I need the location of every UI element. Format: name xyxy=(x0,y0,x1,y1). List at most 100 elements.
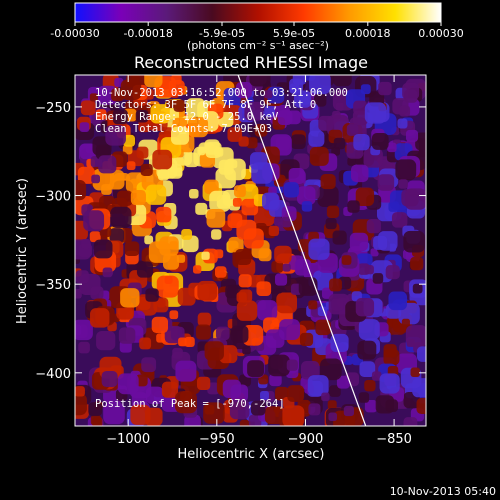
heatmap-cell xyxy=(112,109,128,125)
heatmap-cell xyxy=(203,402,225,424)
heatmap-cell xyxy=(313,94,327,107)
heatmap-cell xyxy=(136,146,149,159)
heatmap-cell xyxy=(136,261,154,278)
heatmap-cell xyxy=(80,100,96,116)
heatmap-cell xyxy=(161,381,179,398)
heatmap-cell xyxy=(353,133,370,151)
heatmap-cell xyxy=(341,255,352,265)
heatmap-cell xyxy=(120,288,140,308)
heatmap-cell xyxy=(318,115,334,131)
heatmap-cell xyxy=(214,266,227,278)
heatmap-cell xyxy=(329,278,342,292)
heatmap-cell xyxy=(355,298,375,317)
colorbar-ticks: -0.00030 -0.00018 -5.9e-05 5.9e-05 0.00018 0.… xyxy=(50,22,464,40)
heatmap-cell xyxy=(247,360,264,378)
heatmap-cell xyxy=(138,120,151,133)
heatmap-cell xyxy=(144,235,154,245)
heatmap-cell xyxy=(358,319,380,341)
heatmap-cell xyxy=(366,218,381,234)
heatmap-cell xyxy=(269,373,282,387)
heatmap-cell xyxy=(81,239,91,249)
heatmap-cell xyxy=(139,337,152,350)
heatmap-cell xyxy=(207,382,220,395)
heatmap-cell xyxy=(347,200,360,213)
heatmap-cell xyxy=(307,375,329,396)
heatmap-cell xyxy=(294,259,312,276)
heatmap-cell xyxy=(75,324,82,336)
heatmap-cell xyxy=(317,185,339,207)
plot-frame xyxy=(74,74,427,427)
heatmap-cell xyxy=(75,386,85,397)
x-tick-label: −1000 xyxy=(106,432,150,447)
heatmap-cell xyxy=(277,110,293,125)
heatmap-cell xyxy=(92,168,115,191)
x-tick-label: −850 xyxy=(376,432,412,447)
heatmap-cell xyxy=(85,144,95,153)
heatmap-cell xyxy=(391,212,408,228)
heatmap-cell xyxy=(117,373,139,395)
heatmap-cell xyxy=(403,417,418,426)
heatmap-cell xyxy=(151,316,169,334)
heatmap-cell xyxy=(308,300,318,310)
x-tick-label: −950 xyxy=(199,432,235,447)
heatmap-cell xyxy=(233,185,246,198)
heatmap-cell xyxy=(75,393,87,416)
heatmap-cell xyxy=(236,300,258,321)
heatmap-cell xyxy=(370,248,379,257)
heatmap-cell xyxy=(258,248,272,262)
heatmap-cell xyxy=(88,402,103,417)
heatmap-cell xyxy=(251,162,273,184)
heatmap-cell xyxy=(105,124,126,146)
heatmap-cell xyxy=(102,267,113,278)
heatmap-cell xyxy=(329,385,341,397)
heatmap-cell xyxy=(332,230,347,245)
heatmap-cell xyxy=(135,109,149,123)
heatmap-cell xyxy=(109,228,124,243)
heatmap-cell xyxy=(193,265,202,274)
colorbar-gradient xyxy=(74,2,442,23)
x-axis-label: Heliocentric X (arcsec) xyxy=(178,447,325,462)
heatmap-cell xyxy=(271,260,284,273)
heatmap-cell xyxy=(336,375,350,389)
heatmap-cell xyxy=(308,238,330,260)
y-axis: −250 −300 −350 −400 xyxy=(35,101,426,382)
heatmap-cell xyxy=(405,325,426,347)
heatmap-cell xyxy=(75,289,82,299)
heatmap-cell xyxy=(371,371,382,381)
heatmap-cell xyxy=(308,403,321,416)
heatmap-cell xyxy=(288,167,305,185)
heatmap-cell xyxy=(222,379,242,398)
colorbar-tick-label: -0.00030 xyxy=(50,27,99,40)
heatmap-cell xyxy=(274,245,292,264)
heatmap-cell xyxy=(387,142,397,153)
heatmap-cell xyxy=(184,336,195,348)
heatmap-cell xyxy=(371,133,389,150)
heatmap-cell xyxy=(397,118,408,129)
y-tick-label: −250 xyxy=(35,101,71,116)
heatmap-cell xyxy=(275,386,289,401)
heatmap-cell xyxy=(228,236,244,253)
heatmap-cell xyxy=(166,99,175,109)
heatmap-cell xyxy=(282,405,305,426)
heatmap-cell xyxy=(273,216,283,226)
heatmap-cell xyxy=(292,75,307,85)
heatmap-cell xyxy=(315,319,331,336)
heatmap-cell xyxy=(410,257,424,271)
colorbar-tick-label: -5.9e-05 xyxy=(199,27,245,40)
annotation-peak: Position of Peak = [-970,-264] xyxy=(95,398,285,410)
x-axis: −1000 −950 −900 −850 xyxy=(106,75,412,447)
annotation-time: 10-Nov-2013 03:16:52.000 to 03:21:06.000 xyxy=(95,87,348,99)
heatmap-cell xyxy=(373,235,388,250)
heatmap-cell xyxy=(89,231,101,243)
heatmap-cell xyxy=(254,123,268,137)
heatmap-cell xyxy=(78,341,90,354)
heatmap-cell xyxy=(173,99,186,112)
heatmap-cell xyxy=(416,397,426,415)
heatmap-cell xyxy=(103,402,125,425)
heatmap-cell xyxy=(309,146,329,166)
heatmap-cell xyxy=(175,391,197,414)
heatmap-cell xyxy=(364,380,376,392)
heatmap xyxy=(75,75,426,426)
heatmap-cell xyxy=(118,327,136,344)
y-tick-label: −350 xyxy=(35,278,71,293)
